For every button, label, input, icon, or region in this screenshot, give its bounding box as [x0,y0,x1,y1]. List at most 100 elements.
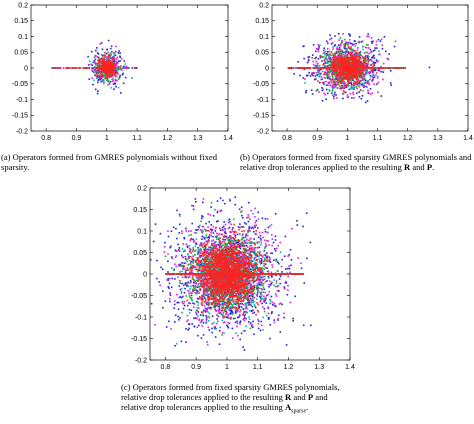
data-point [114,54,117,57]
data-point [369,72,371,74]
data-point [332,63,335,66]
data-point [227,321,229,324]
data-point [370,68,373,71]
data-point [324,71,326,73]
data-point [91,69,93,71]
data-point [346,70,349,72]
data-point [108,71,111,73]
data-point [263,307,266,310]
data-point [216,211,219,214]
data-point [229,313,232,315]
data-point [241,210,243,213]
data-point [329,78,332,81]
data-point [243,239,246,242]
data-point [321,89,324,92]
data-point [223,221,225,223]
data-point [106,71,109,73]
data-point [121,68,123,70]
data-point [96,47,98,49]
data-point [251,326,254,329]
data-point [356,62,359,65]
data-point [332,55,335,58]
data-point [239,247,242,250]
data-point [296,224,299,226]
data-point [311,93,314,95]
data-point [111,64,114,67]
data-point [351,97,353,99]
data-point [93,56,96,59]
data-point [362,89,365,92]
data-point [100,66,102,68]
data-point [320,67,323,69]
data-point [225,313,227,316]
data-point [337,44,340,46]
data-point [337,70,339,73]
data-point [354,50,356,52]
data-point [372,77,375,79]
data-point [322,88,324,90]
data-point [319,44,321,47]
data-point [188,276,191,278]
data-point [94,58,97,61]
data-point [364,65,366,67]
data-point [311,57,313,59]
data-point [345,65,348,67]
data-point [305,74,308,77]
data-point [352,62,355,64]
data-point [192,238,195,241]
data-point [327,81,330,84]
data-point [287,284,289,287]
data-point [152,240,155,243]
data-point [348,70,350,72]
data-point [257,236,260,239]
data-point [316,62,319,65]
data-point [335,76,337,79]
data-point [181,282,183,285]
data-point [346,78,348,80]
data-point [249,288,252,290]
data-point [208,288,211,291]
data-point [353,97,355,99]
data-point [320,72,322,75]
data-point [260,296,262,298]
data-point [350,59,353,62]
data-point [107,57,110,60]
data-point [351,53,353,56]
data-point [339,61,341,64]
data-point [329,84,331,86]
data-point [202,201,204,204]
data-point [186,320,188,323]
data-point [366,70,369,73]
x-tick-label: 1 [345,135,349,142]
data-point [88,67,91,69]
data-point [330,70,332,73]
data-point [300,67,303,69]
data-point [190,294,193,297]
data-point [236,260,239,263]
data-point [317,50,320,53]
data-point [108,66,111,69]
data-point [339,78,342,81]
data-point [372,73,374,76]
data-point [208,301,211,304]
data-point [361,73,363,76]
data-point [381,47,384,50]
data-point [241,302,243,305]
data-point [361,40,364,42]
data-point [312,72,314,75]
data-point [346,73,349,76]
data-point [218,246,221,249]
data-point [108,59,110,62]
data-point [339,70,341,72]
data-point [169,300,171,303]
data-point [325,84,328,86]
data-point [332,57,334,59]
data-point [248,247,251,249]
data-point [264,299,267,302]
data-point [227,326,230,329]
data-point [328,53,331,55]
data-point [364,59,367,62]
data-point [236,233,239,236]
data-point [317,44,320,46]
data-point [100,67,103,70]
